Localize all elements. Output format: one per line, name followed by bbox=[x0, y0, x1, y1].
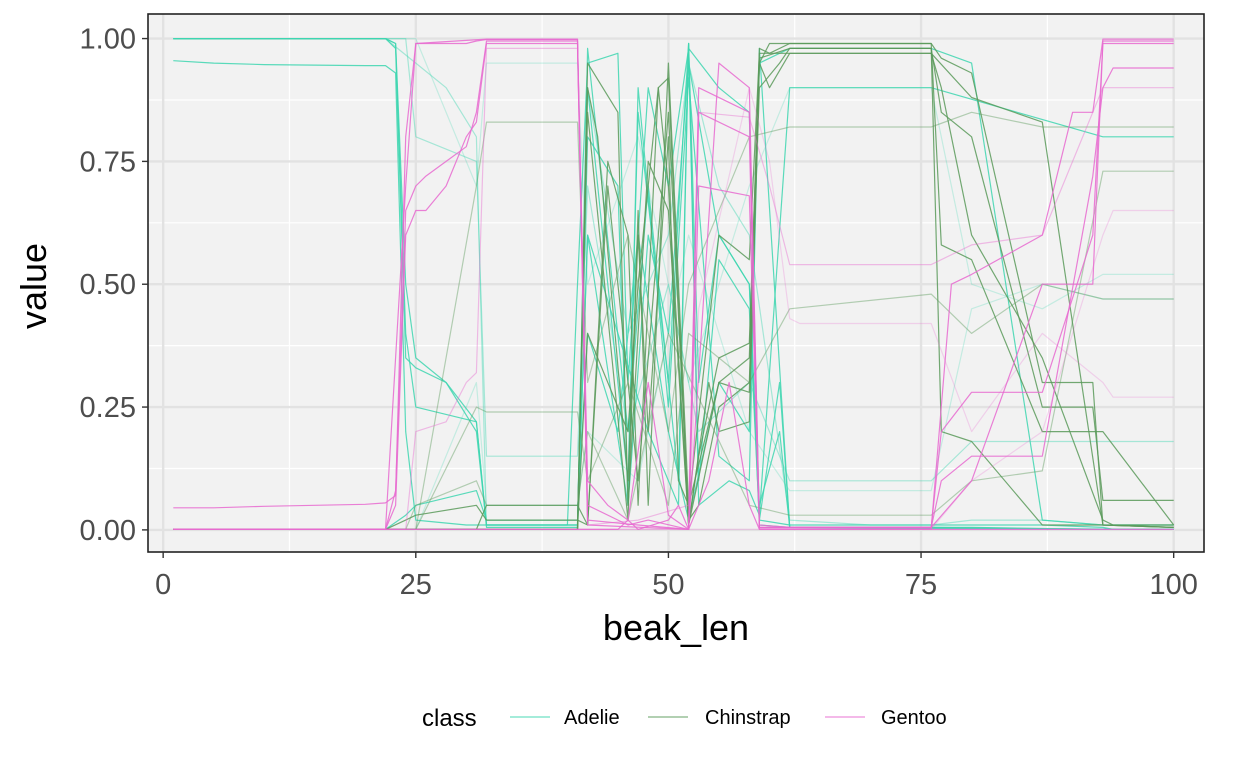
y-axis-title: value bbox=[13, 243, 54, 329]
series-lines bbox=[173, 37, 1175, 531]
legend-label-gentoo: Gentoo bbox=[881, 707, 947, 729]
series-line-gentoo-20 bbox=[173, 38, 1174, 531]
series-line-chinstrap-19 bbox=[173, 170, 1174, 531]
legend: class Adelie Chinstrap Gentoo bbox=[422, 705, 947, 732]
series-line-gentoo-27 bbox=[173, 209, 1174, 531]
series-line-chinstrap-12 bbox=[173, 47, 1174, 531]
series-line-chinstrap-16 bbox=[173, 52, 1174, 531]
x-tick-label: 100 bbox=[1149, 569, 1197, 601]
series-line-gentoo-24 bbox=[173, 381, 1174, 531]
x-tick-label: 0 bbox=[155, 569, 171, 601]
y-tick-label: 0.00 bbox=[80, 515, 136, 547]
y-tick-label: 1.00 bbox=[80, 24, 136, 56]
y-tick-label: 0.25 bbox=[80, 392, 136, 424]
y-axis-ticks: 0.00 0.25 0.50 0.75 1.00 bbox=[80, 24, 148, 547]
series-line-adelie-8 bbox=[173, 47, 1174, 531]
series-line-chinstrap-17 bbox=[173, 111, 1174, 531]
series-line-chinstrap-13 bbox=[173, 52, 1174, 531]
y-tick-label: 0.50 bbox=[80, 269, 136, 301]
plot-panel-border bbox=[147, 13, 1205, 553]
legend-label-chinstrap: Chinstrap bbox=[705, 707, 791, 729]
series-line-adelie-10 bbox=[173, 47, 1174, 531]
series-line-chinstrap-14 bbox=[173, 42, 1175, 531]
series-line-chinstrap-18 bbox=[173, 283, 1174, 531]
x-axis-ticks: 0 25 50 75 100 bbox=[155, 552, 1198, 601]
series-line-gentoo-21 bbox=[173, 42, 1174, 531]
series-line-adelie-4 bbox=[173, 37, 1174, 526]
series-line-gentoo-22 bbox=[173, 40, 1174, 531]
x-tick-label: 25 bbox=[400, 569, 432, 601]
x-axis-title: beak_len bbox=[603, 607, 749, 648]
series-line-adelie-6 bbox=[173, 37, 1174, 384]
series-line-gentoo-23 bbox=[173, 38, 1174, 531]
series-line-adelie-7 bbox=[173, 234, 1174, 531]
series-line-gentoo-25 bbox=[173, 47, 1174, 531]
x-tick-label: 50 bbox=[652, 569, 684, 601]
legend-title: class bbox=[422, 705, 477, 732]
x-tick-label: 75 bbox=[905, 569, 937, 601]
series-line-adelie-5 bbox=[173, 37, 1174, 482]
legend-label-adelie: Adelie bbox=[564, 707, 620, 729]
series-line-gentoo-26 bbox=[173, 87, 1174, 531]
y-tick-label: 0.75 bbox=[80, 146, 136, 178]
